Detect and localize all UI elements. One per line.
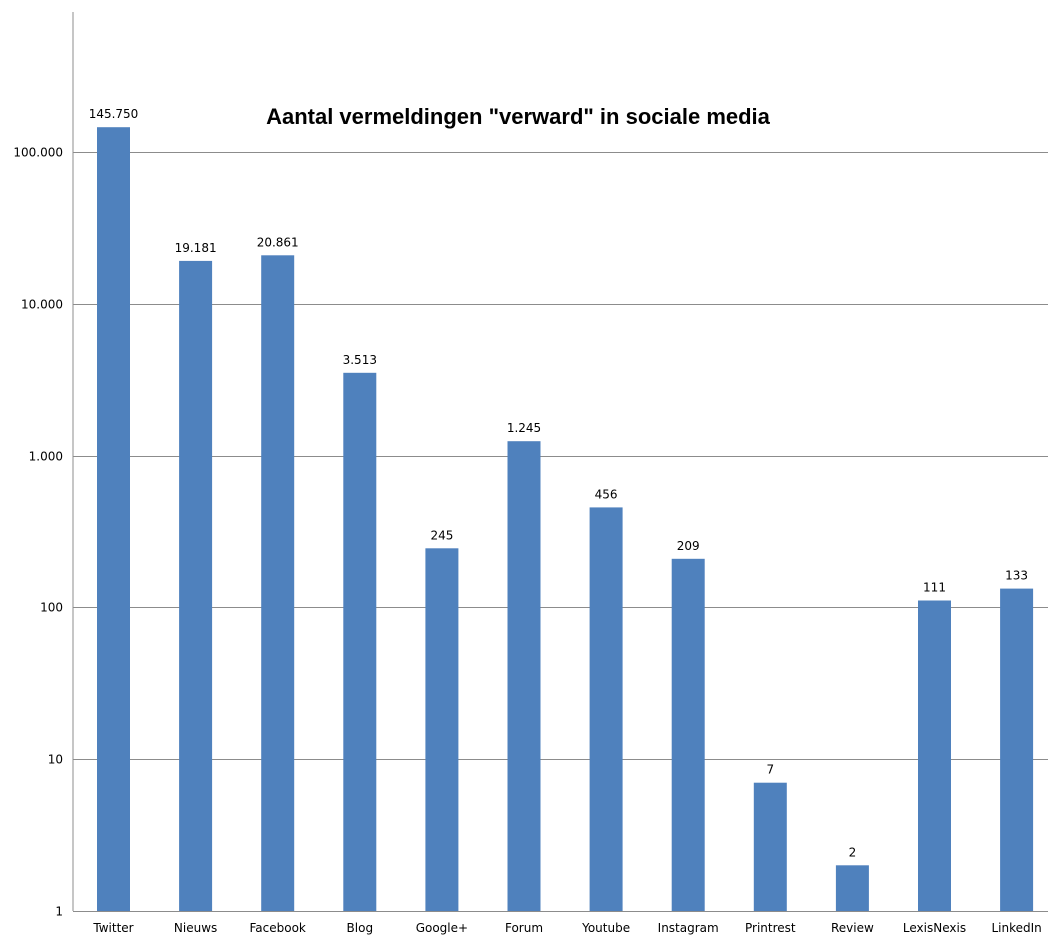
chart-title: Aantal vermeldingen "verward" in sociale… — [266, 104, 771, 129]
data-label: 2 — [849, 845, 857, 859]
y-tick-label: 1.000 — [29, 450, 63, 464]
data-label: 3.513 — [343, 353, 377, 367]
x-tick-label: Facebook — [250, 921, 306, 935]
data-label: 111 — [923, 581, 946, 595]
x-tick-label: Review — [831, 921, 874, 935]
x-tick-label: LinkedIn — [991, 921, 1041, 935]
x-tick-label: Youtube — [581, 921, 630, 935]
bar — [589, 507, 623, 911]
y-tick-label: 10 — [48, 753, 63, 767]
bar — [671, 558, 705, 911]
x-tick-label: LexisNexis — [903, 921, 966, 935]
x-tick-label: Blog — [347, 921, 374, 935]
data-label: 19.181 — [175, 241, 217, 255]
gridlines — [73, 152, 1048, 912]
bar — [507, 441, 541, 911]
bar — [261, 255, 295, 912]
bar — [179, 260, 213, 911]
data-label: 20.861 — [257, 235, 299, 249]
y-tick-label: 100 — [40, 601, 63, 615]
data-label: 133 — [1005, 569, 1028, 583]
bar — [425, 548, 459, 911]
bar — [835, 865, 869, 911]
data-label: 145.750 — [89, 107, 139, 121]
data-label: 456 — [595, 487, 618, 501]
x-tick-label: Nieuws — [174, 921, 217, 935]
bars — [97, 127, 1034, 912]
data-label: 245 — [430, 528, 453, 542]
bar — [343, 372, 377, 911]
x-tick-label: Printrest — [745, 921, 796, 935]
y-tick-label: 100.000 — [13, 146, 63, 160]
data-label: 7 — [766, 763, 774, 777]
y-tick-label: 1 — [55, 905, 63, 919]
data-label: 209 — [677, 539, 700, 553]
bar — [918, 600, 951, 911]
bar — [1000, 588, 1034, 911]
bar — [753, 782, 787, 911]
x-tick-label: Forum — [505, 921, 543, 935]
y-tick-label: 10.000 — [21, 298, 63, 312]
labels: 1 10 100 1.000 10.000 100.000 145.750 Twitter 19… — [13, 107, 1041, 935]
x-tick-label: Twitter — [92, 921, 133, 935]
x-tick-label: Instagram — [658, 921, 719, 935]
bar — [97, 127, 130, 911]
x-tick-label: Google+ — [416, 921, 468, 935]
data-label: 1.245 — [507, 421, 541, 435]
